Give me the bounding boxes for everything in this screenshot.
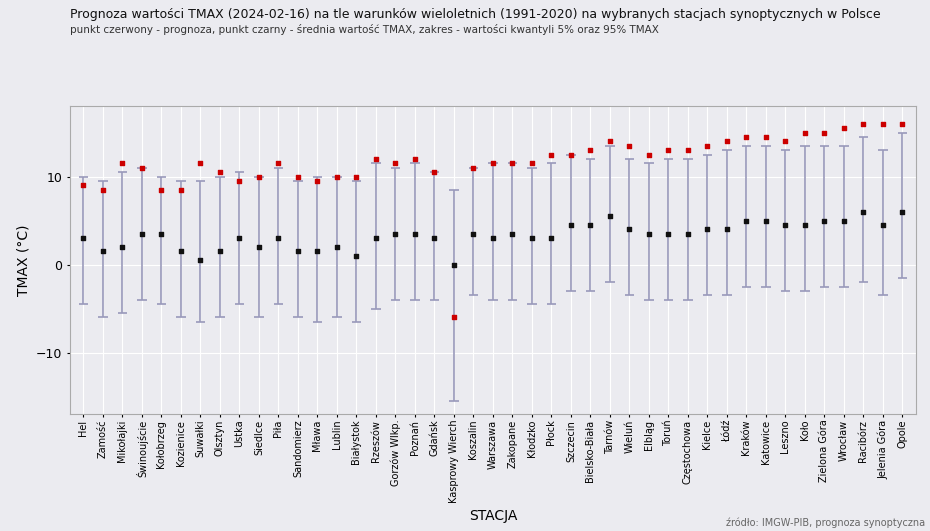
Point (661, 146, 676, 155)
Point (895, 208, 910, 216)
Point (329, 173, 344, 181)
Point (271, 159, 286, 168)
Point (115, 159, 130, 168)
Point (505, 159, 520, 168)
Point (174, 185, 189, 194)
Point (817, 216, 831, 225)
Point (544, 150, 559, 159)
Point (856, 208, 870, 216)
Point (564, 150, 578, 159)
Point (349, 252, 364, 260)
Point (603, 137, 618, 145)
Point (817, 129, 831, 137)
Point (797, 129, 812, 137)
Point (622, 225, 637, 234)
Point (720, 225, 735, 234)
Point (446, 313, 461, 322)
Point (525, 234, 539, 243)
Point (485, 159, 500, 168)
Point (310, 247, 325, 255)
Text: punkt czerwony - prognoza, punkt czarny - średnia wartość TMAX, zakres - wartośc: punkt czerwony - prognoza, punkt czarny … (70, 24, 658, 35)
Point (232, 177, 246, 185)
Point (544, 234, 559, 243)
Point (778, 221, 793, 229)
Point (212, 247, 227, 255)
Point (856, 119, 870, 128)
Text: Prognoza wartości TMAX (2024-02-16) na tle warunków wieloletnich (1991-2020) na : Prognoza wartości TMAX (2024-02-16) na t… (70, 8, 881, 21)
Point (135, 229, 150, 238)
Point (154, 185, 169, 194)
Point (368, 234, 383, 243)
Point (759, 133, 774, 141)
Point (583, 221, 598, 229)
Point (505, 229, 520, 238)
Point (251, 173, 266, 181)
Point (622, 142, 637, 150)
Point (349, 173, 364, 181)
Point (388, 229, 403, 238)
Y-axis label: TMAX (°C): TMAX (°C) (16, 225, 30, 296)
Point (290, 247, 305, 255)
Point (739, 133, 754, 141)
Point (875, 221, 890, 229)
Point (388, 159, 403, 168)
Point (232, 234, 246, 243)
Point (836, 216, 851, 225)
Point (525, 159, 539, 168)
Point (681, 146, 696, 155)
Point (485, 234, 500, 243)
Point (564, 221, 578, 229)
Point (583, 146, 598, 155)
Point (875, 119, 890, 128)
Point (836, 124, 851, 132)
Point (739, 216, 754, 225)
Point (290, 173, 305, 181)
X-axis label: STACJA: STACJA (469, 509, 517, 523)
Point (154, 229, 169, 238)
Point (603, 212, 618, 220)
Point (661, 229, 676, 238)
Point (700, 142, 715, 150)
Point (174, 247, 189, 255)
Point (310, 177, 325, 185)
Point (759, 216, 774, 225)
Point (407, 155, 422, 163)
Point (76, 234, 91, 243)
Point (642, 229, 657, 238)
Point (193, 159, 207, 168)
Point (193, 256, 207, 264)
Point (96, 247, 111, 255)
Point (642, 150, 657, 159)
Point (251, 243, 266, 251)
Point (368, 155, 383, 163)
Point (271, 234, 286, 243)
Point (407, 229, 422, 238)
Point (700, 225, 715, 234)
Point (446, 260, 461, 269)
Point (681, 229, 696, 238)
Point (427, 234, 442, 243)
Point (720, 137, 735, 145)
Point (797, 221, 812, 229)
Point (76, 181, 91, 190)
Point (115, 243, 130, 251)
Point (427, 168, 442, 176)
Point (212, 168, 227, 176)
Point (466, 229, 481, 238)
Point (778, 137, 793, 145)
Point (329, 243, 344, 251)
Point (466, 164, 481, 172)
Point (135, 164, 150, 172)
Text: źródło: IMGW-PIB, prognoza synoptyczna: źródło: IMGW-PIB, prognoza synoptyczna (726, 518, 925, 528)
Point (895, 119, 910, 128)
Point (96, 185, 111, 194)
